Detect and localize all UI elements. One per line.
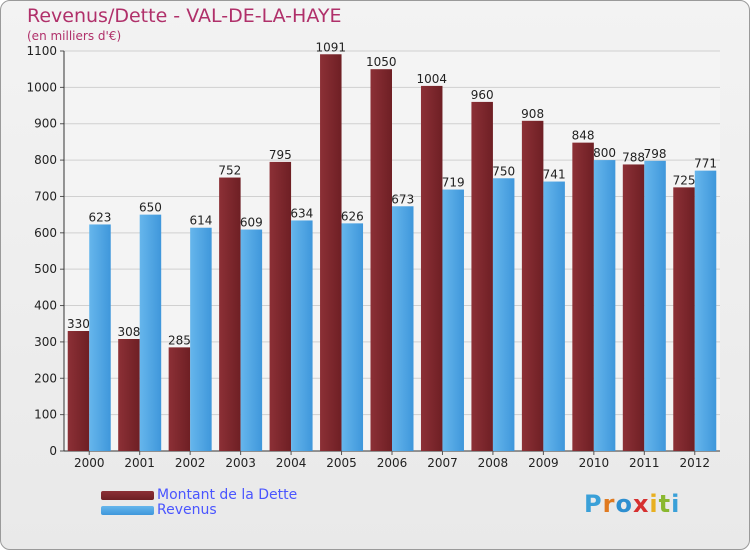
- bar-revenus: [694, 170, 717, 452]
- data-label-dette: 330: [67, 317, 90, 331]
- data-label-revenus: 650: [139, 201, 162, 215]
- bar-revenus: [89, 224, 111, 451]
- data-label-dette: 725: [673, 173, 696, 187]
- y-tick-label: 900: [34, 117, 57, 131]
- logo-letter: r: [602, 490, 616, 518]
- x-tick-label: 2009: [528, 456, 559, 470]
- legend-swatch-revenus: [101, 505, 154, 515]
- data-label-revenus: 800: [593, 146, 616, 160]
- x-tick-label: 2012: [679, 456, 710, 470]
- y-tick-label: 300: [34, 335, 57, 349]
- legend-item-dette: Montant de la Dette: [101, 487, 297, 503]
- x-tick-label: 2005: [326, 456, 357, 470]
- bar-dette: [67, 331, 90, 451]
- data-label-revenus: 673: [391, 192, 414, 206]
- bar-dette: [622, 164, 645, 452]
- y-tick-label: 1000: [26, 80, 57, 94]
- chart-title: Revenus/Dette - VAL-DE-LA-HAYE: [27, 5, 342, 27]
- bar-dette: [269, 161, 292, 451]
- data-label-dette: 960: [471, 88, 494, 102]
- legend-item-revenus: Revenus: [101, 502, 217, 518]
- bar-revenus: [644, 160, 666, 451]
- data-label-dette: 848: [572, 129, 595, 143]
- data-label-dette: 285: [168, 333, 191, 347]
- logo-letter: x: [632, 490, 650, 518]
- bar-dette: [420, 85, 443, 451]
- y-tick-label: 500: [34, 262, 57, 276]
- x-tick-label: 2001: [124, 456, 155, 470]
- bar-revenus: [442, 189, 464, 451]
- x-tick-label: 2006: [377, 456, 408, 470]
- data-label-revenus: 623: [89, 210, 112, 224]
- y-tick-label: 700: [34, 189, 57, 203]
- bar-dette: [521, 120, 544, 452]
- y-tick-label: 0: [49, 444, 57, 458]
- data-label-dette: 788: [622, 150, 645, 164]
- legend-swatch-dette: [101, 490, 154, 500]
- x-tick-label: 2000: [74, 456, 105, 470]
- x-tick-label: 2011: [629, 456, 660, 470]
- y-tick-label: 800: [34, 153, 57, 167]
- y-tick-label: 600: [34, 226, 57, 240]
- data-label-dette: 795: [269, 148, 292, 162]
- data-label-dette: 308: [117, 325, 140, 339]
- bar-revenus: [291, 220, 313, 451]
- bar-revenus: [190, 227, 212, 451]
- data-label-revenus: 614: [189, 214, 212, 228]
- y-tick-label: 1100: [26, 44, 57, 58]
- bar-dette: [118, 339, 140, 451]
- bar-dette: [572, 142, 594, 452]
- x-tick-label: 2007: [427, 456, 458, 470]
- bar-revenus: [593, 160, 616, 451]
- data-label-revenus: 609: [240, 216, 263, 230]
- logo-letter: P: [584, 490, 603, 518]
- y-tick-label: 400: [34, 299, 57, 313]
- logo-letter: t: [658, 490, 672, 518]
- chart-subtitle: (en milliers d'€): [27, 29, 122, 43]
- data-label-revenus: 798: [644, 147, 667, 161]
- data-label-dette: 1004: [416, 72, 447, 86]
- logo-letter: i: [649, 490, 659, 518]
- data-label-dette: 752: [218, 164, 241, 178]
- bar-revenus: [543, 181, 565, 451]
- bar-dette: [471, 101, 493, 451]
- bar-dette: [370, 69, 392, 451]
- x-tick-label: 2010: [579, 456, 610, 470]
- bar-dette: [673, 187, 695, 451]
- x-tick-label: 2008: [478, 456, 509, 470]
- data-label-revenus: 719: [442, 176, 465, 190]
- proxiti-logo: Proxiti: [584, 490, 680, 518]
- x-tick-label: 2002: [175, 456, 206, 470]
- bar-dette: [320, 54, 342, 451]
- data-label-revenus: 771: [694, 157, 717, 171]
- bar-dette: [219, 177, 241, 451]
- data-label-revenus: 741: [543, 168, 566, 182]
- data-label-dette: 908: [521, 107, 544, 121]
- bar-revenus: [392, 206, 414, 451]
- data-label-revenus: 634: [290, 206, 313, 220]
- y-tick-label: 200: [34, 371, 57, 385]
- legend-label-revenus: Revenus: [157, 502, 217, 518]
- logo-letter: i: [671, 490, 681, 518]
- bar-revenus: [492, 178, 515, 452]
- y-tick-label: 100: [34, 408, 57, 422]
- data-label-dette: 1091: [316, 40, 347, 54]
- data-label-dette: 1050: [366, 55, 397, 69]
- x-tick-label: 2004: [276, 456, 307, 470]
- data-label-revenus: 626: [341, 209, 364, 223]
- x-tick-label: 2003: [225, 456, 256, 470]
- data-label-revenus: 750: [492, 164, 515, 178]
- bar-revenus: [341, 223, 364, 451]
- bar-revenus: [240, 229, 263, 451]
- bar-revenus: [139, 214, 162, 451]
- logo-letter: o: [615, 490, 633, 518]
- legend-label-dette: Montant de la Dette: [157, 487, 298, 503]
- bar-dette: [168, 347, 191, 451]
